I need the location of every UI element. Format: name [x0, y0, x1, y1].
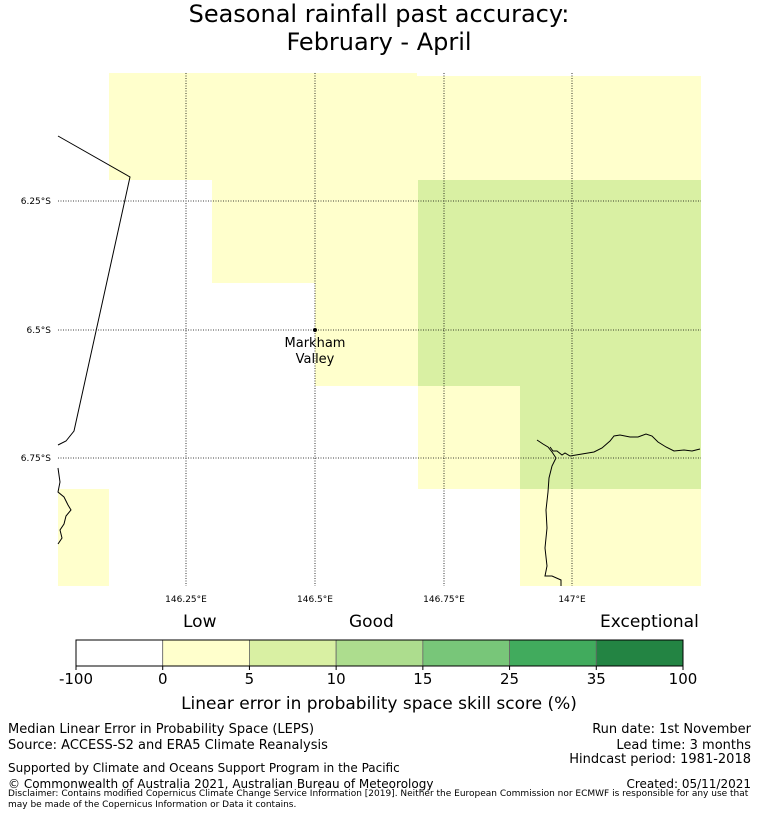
lon-tick-label: 146.25°E [165, 595, 207, 605]
colorbar-tick-label: -100 [59, 670, 93, 688]
colorbar-tick-label: 35 [587, 670, 606, 688]
skill-cell [418, 386, 520, 489]
place-name-line-2: Valley [296, 352, 335, 367]
lon-tick-label: 146.75°E [423, 595, 465, 605]
colorbar-tick-label: 25 [500, 670, 519, 688]
colorbar-swatch [249, 639, 337, 667]
colorbar-tick-labels: -100 0 5 10 15 25 35 100 [59, 666, 697, 688]
skill-cell [417, 76, 701, 180]
colorbar-tick-label: 100 [669, 670, 698, 688]
colorbar-outline [75, 639, 684, 667]
place-name-line-1: Markham [285, 336, 346, 351]
colorbar-tick-label: 10 [327, 670, 346, 688]
colorbar-swatches [75, 639, 684, 667]
chart-title: Seasonal rainfall past accuracy: Februar… [0, 0, 758, 56]
colorbar-swatch [162, 639, 250, 667]
created-date: Created: 05/11/2021 [626, 777, 751, 791]
lead-time: Lead time: 3 months [616, 738, 751, 753]
lat-tick-label: 6.75°S [21, 454, 52, 464]
title-line-1: Seasonal rainfall past accuracy: [188, 0, 570, 28]
gridlines [58, 73, 701, 586]
category-low: Low [183, 612, 217, 632]
colorbar-tick-label: 5 [245, 670, 255, 688]
skill-cells [58, 73, 701, 586]
colorbar-tick-label: 0 [158, 670, 168, 688]
support-text: Supported by Climate and Oceans Support … [8, 761, 400, 775]
colorbar-swatch [75, 639, 164, 667]
category-exceptional: Exceptional [600, 612, 699, 632]
lon-tick-label: 146.5°E [297, 595, 333, 605]
place-marker: Markham Valley [285, 328, 346, 367]
category-good: Good [349, 612, 394, 632]
colorbar-label: Linear error in probability space skill … [181, 694, 577, 714]
lon-tick-label: 147°E [558, 595, 586, 605]
skill-cell [58, 489, 109, 586]
data-source: Source: ACCESS-S2 and ERA5 Climate Reana… [8, 738, 328, 753]
place-dot [313, 328, 317, 332]
skill-cell [315, 283, 418, 386]
copyright-text: © Commonwealth of Australia 2021, Austra… [8, 777, 434, 791]
skill-cell [520, 386, 701, 489]
skill-cell [418, 180, 701, 386]
hindcast-period: Hindcast period: 1981-2018 [569, 752, 751, 767]
skill-cell [109, 73, 417, 180]
title-line-2: February - April [286, 28, 472, 56]
metric-name: Median Linear Error in Probability Space… [8, 722, 315, 737]
lon-tick-labels: 146.25°E 146.5°E 146.75°E 147°E [165, 595, 586, 605]
skill-map: 146.25°E 146.5°E 146.75°E 147°E 6.25°S 6… [21, 73, 701, 605]
colorbar-swatch [422, 639, 510, 667]
lat-tick-labels: 6.25°S 6.5°S 6.75°S [21, 197, 52, 464]
lat-tick-label: 6.25°S [21, 197, 52, 207]
colorbar-tick-label: 15 [413, 670, 432, 688]
colorbar-swatch [595, 639, 684, 667]
colorbar-swatch [335, 639, 424, 667]
coastline [57, 135, 701, 586]
run-date: Run date: 1st November [592, 722, 751, 737]
lat-tick-label: 6.5°S [26, 326, 51, 336]
disclaimer: Disclaimer: Contains modified Copernicus… [8, 789, 749, 810]
colorbar-swatch [509, 639, 597, 667]
skill-cell [520, 489, 701, 586]
